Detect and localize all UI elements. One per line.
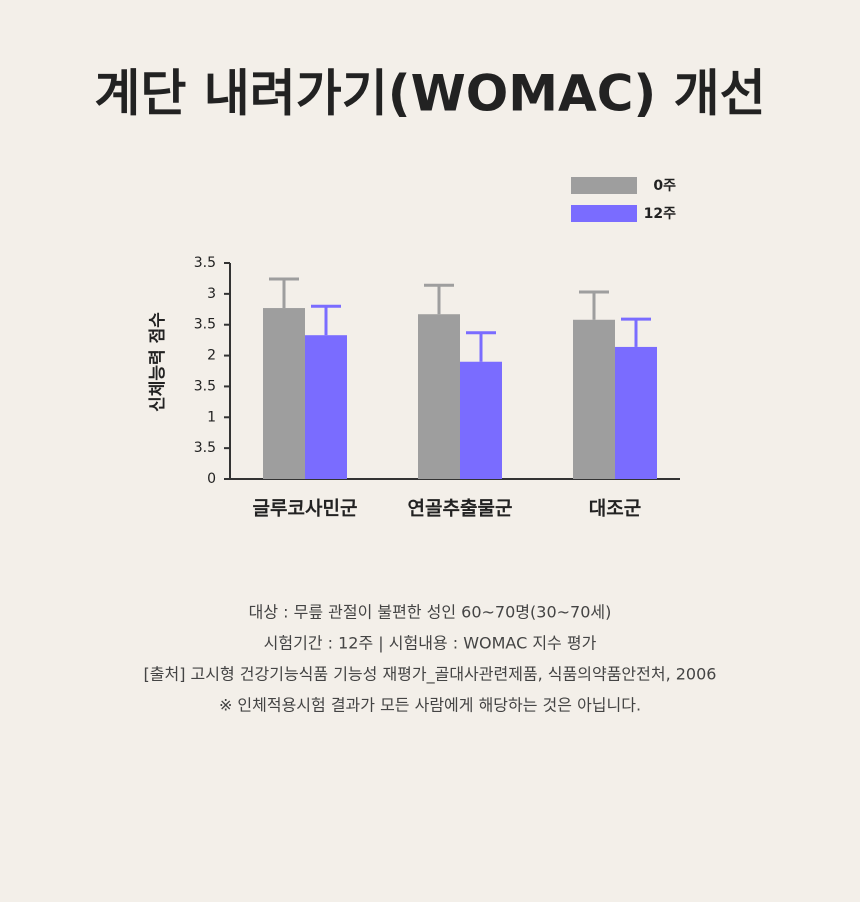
- chart-title: 계단 내려가기(WOMAC) 개선: [94, 65, 765, 123]
- error-bar: [269, 277, 299, 309]
- y-tick-label: 3: [207, 286, 216, 302]
- error-bar: [621, 317, 651, 347]
- notes: 대상 : 무릎 관절이 불편한 성인 60~70명(30~70세) 시험기간 : …: [144, 603, 717, 715]
- bar: [418, 314, 460, 479]
- error-bar: [466, 331, 496, 362]
- x-tick-label: 대조군: [589, 498, 641, 520]
- error-bar: [579, 290, 609, 320]
- y-tick-label: 3.5: [194, 440, 216, 456]
- legend-swatch: [571, 177, 637, 194]
- y-tick-label: 2: [207, 348, 216, 364]
- legend-label: 0주: [653, 178, 676, 194]
- y-tick-label: 3.5: [194, 378, 216, 394]
- bar: [305, 335, 347, 479]
- bar: [460, 361, 502, 479]
- y-tick-label: 3.5: [194, 255, 216, 271]
- legend-label: 12주: [644, 206, 676, 222]
- bar: [263, 308, 305, 479]
- x-tick-label: 연골추출물군: [408, 498, 513, 520]
- x-tick-label: 글루코사민군: [253, 498, 358, 520]
- y-tick-label: 1: [207, 409, 216, 425]
- y-tick-label: 3.5: [194, 317, 216, 333]
- note-line: 시험기간 : 12주 | 시험내용 : WOMAC 지수 평가: [264, 634, 597, 653]
- legend-swatch: [571, 205, 637, 222]
- bar: [615, 346, 657, 479]
- note-line: 대상 : 무릎 관절이 불편한 성인 60~70명(30~70세): [249, 603, 612, 622]
- y-axis-label: 신체능력 점수: [148, 312, 168, 412]
- error-bar: [311, 304, 341, 336]
- y-tick-label: 0: [207, 471, 216, 487]
- note-line: ※ 인체적용시험 결과가 모든 사람에게 해당하는 것은 아닙니다.: [219, 696, 641, 715]
- error-bar: [424, 283, 454, 315]
- note-line: [출처] 고시형 건강기능식품 기능성 재평가_골대사관련제품, 식품의약품안전…: [144, 665, 717, 685]
- bar: [573, 319, 615, 479]
